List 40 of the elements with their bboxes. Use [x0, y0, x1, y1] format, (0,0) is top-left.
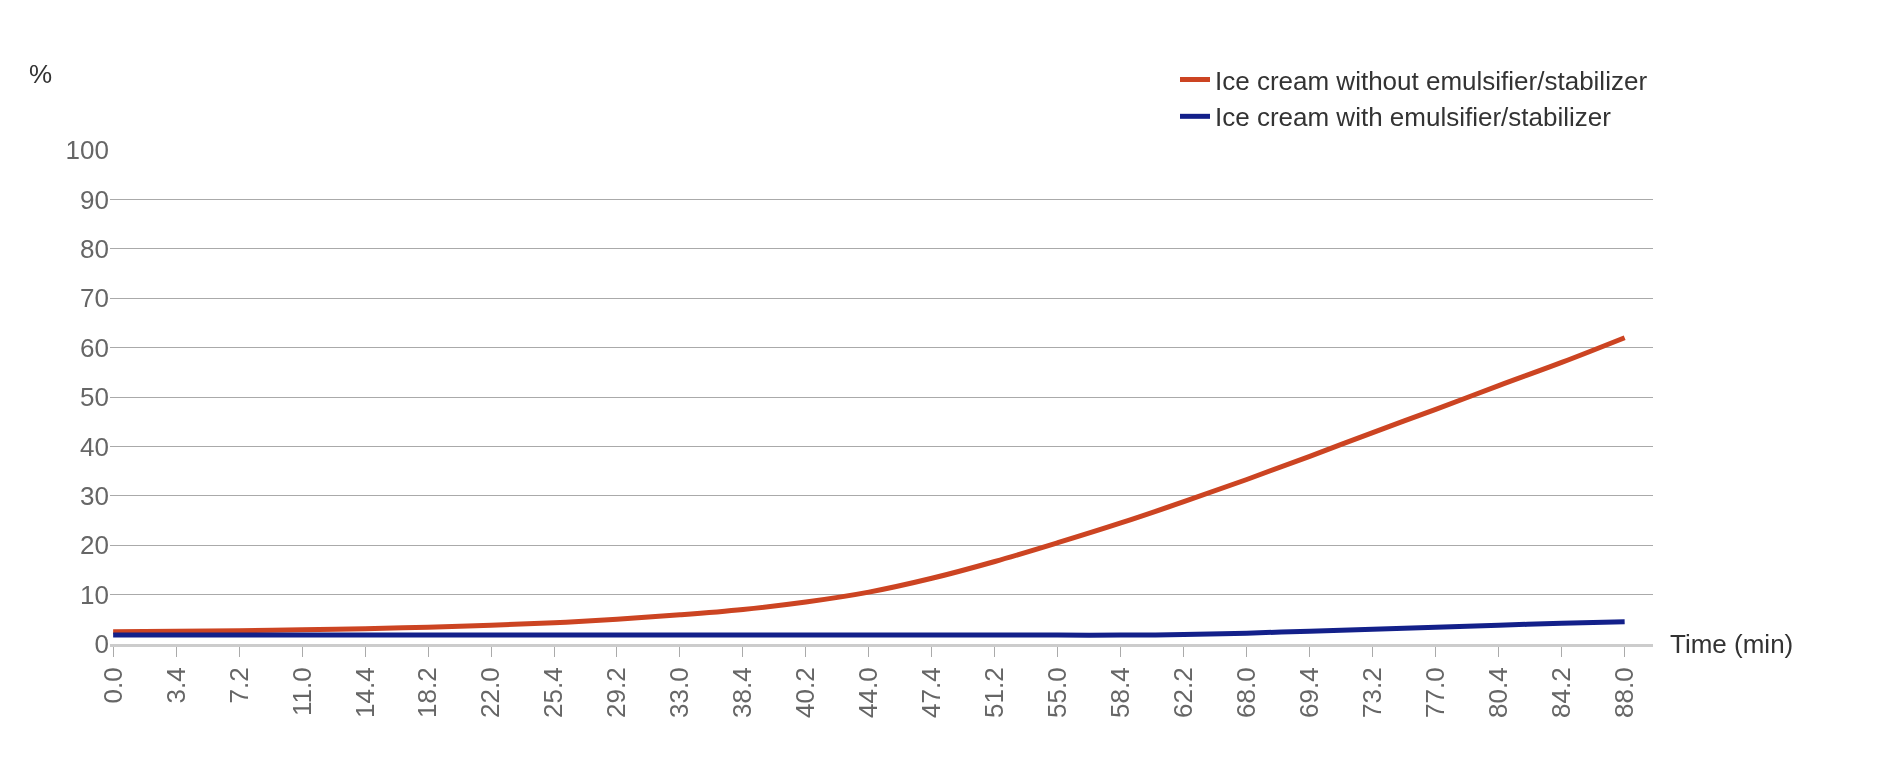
- x-tick-label: 80.4: [1483, 667, 1514, 719]
- x-tick-label: 55.0: [1042, 667, 1073, 719]
- x-tick-label: 14.4: [349, 667, 380, 719]
- x-tick-label: 38.4: [727, 667, 758, 719]
- y-tick-label: 100: [65, 135, 109, 166]
- x-tick-label: 69.4: [1294, 667, 1325, 719]
- x-tick-label: 3.4: [160, 667, 191, 704]
- y-tick-label: 10: [80, 579, 109, 610]
- legend-label: Ice cream with emulsifier/stabilizer: [1215, 102, 1612, 133]
- x-tick-label: 33.0: [664, 667, 695, 719]
- y-tick-label: 70: [80, 283, 109, 314]
- x-tick-label: 11.0: [286, 667, 317, 717]
- y-tick-label: 20: [80, 530, 109, 561]
- y-tick-label: 0: [94, 629, 109, 660]
- x-tick-label: 68.0: [1231, 667, 1262, 719]
- x-tick-label: 62.2: [1168, 667, 1199, 719]
- x-tick-label: 22.0: [475, 667, 506, 719]
- x-tick-label: 0.0: [97, 667, 128, 704]
- y-tick-label: 80: [80, 233, 109, 264]
- y-tick-label: 50: [80, 382, 109, 413]
- x-tick-label: 73.2: [1357, 667, 1388, 719]
- y-axis-title: %: [29, 59, 53, 89]
- y-tick-label: 60: [80, 332, 109, 363]
- x-tick-label: 18.2: [412, 667, 443, 719]
- y-tick-label: 90: [80, 184, 109, 215]
- x-tick-label: 84.2: [1546, 667, 1577, 719]
- y-tick-label: 40: [80, 431, 109, 462]
- x-tick-label: 25.4: [538, 667, 569, 719]
- legend-label: Ice cream without emulsifier/stabilizer: [1215, 65, 1648, 96]
- x-tick-label: 58.4: [1105, 667, 1136, 719]
- x-tick-label: 88.0: [1609, 667, 1640, 719]
- x-tick-label: 7.2: [223, 667, 254, 704]
- x-tick-label: 77.0: [1420, 667, 1451, 719]
- x-axis-title: Time (min): [1670, 629, 1794, 659]
- x-tick-label: 44.0: [853, 667, 884, 719]
- x-tick-label: 47.4: [916, 667, 947, 719]
- y-tick-label: 30: [80, 480, 109, 511]
- x-tick-label: 29.2: [601, 667, 632, 719]
- x-tick-label: 40.2: [790, 667, 821, 719]
- x-tick-label: 51.2: [979, 667, 1010, 719]
